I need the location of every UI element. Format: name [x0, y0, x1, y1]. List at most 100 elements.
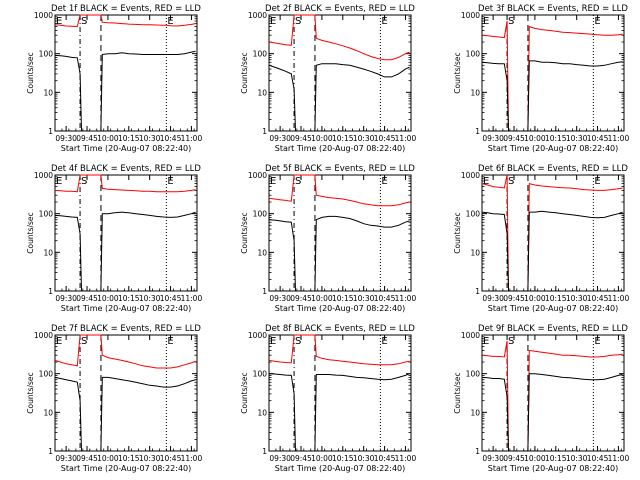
marker-label: E [594, 176, 600, 187]
x-tick-label: 09:30 [55, 454, 77, 463]
x-tick-label: 11:00 [181, 294, 203, 303]
x-tick-label: 09:45 [290, 134, 312, 143]
y-axis-label: Counts/sec [26, 372, 35, 413]
y-tick-label: 100 [466, 370, 481, 379]
marker-label: S [81, 176, 87, 187]
marker-label: E [381, 336, 387, 347]
x-tick-label: 11:00 [395, 294, 417, 303]
plot-frame [54, 334, 198, 452]
y-tick-label: 1000 [461, 11, 480, 20]
chart-panel-2: Det 2f BLACK = Events, RED = LLD 1 10 100 10… [240, 4, 416, 153]
x-tick-label: 10:00 [97, 454, 119, 463]
lld-series-line [481, 174, 623, 292]
marker-label: E [56, 176, 62, 187]
x-tick-label: 10:45 [374, 454, 396, 463]
marker-label: E [167, 336, 173, 347]
y-tick-label: 1000 [461, 171, 480, 180]
x-tick-label: 10:45 [160, 134, 182, 143]
x-tick-label: 10:30 [566, 134, 588, 143]
x-axis-label: Start Time (20-Aug-07 08:22:40) [61, 304, 192, 313]
plot-frame [481, 14, 625, 132]
y-axis-label: Counts/sec [240, 212, 249, 253]
y-tick-label: 10 [470, 408, 480, 417]
y-tick-label: 10 [43, 408, 53, 417]
x-axis-label: Start Time (20-Aug-07 08:22:40) [61, 464, 192, 473]
chart-panel-4: Det 4f BLACK = Events, RED = LLD 1 10 100 10… [26, 164, 202, 313]
plot-frame [268, 174, 412, 292]
marker-label: E [167, 176, 173, 187]
marker-label: E [381, 176, 387, 187]
chart-title: Det 4f BLACK = Events, RED = LLD [51, 164, 201, 174]
x-tick-label: 09:45 [290, 294, 312, 303]
x-tick-label: 10:30 [353, 134, 375, 143]
y-tick-label: 1 [48, 287, 53, 296]
marker-label: S [81, 336, 87, 347]
x-tick-label: 09:45 [503, 294, 525, 303]
y-tick-label: 1000 [248, 11, 267, 20]
lld-series-line [54, 174, 196, 193]
marker-label: E [270, 16, 276, 27]
marker-label: E [381, 16, 387, 27]
marker-label: E [594, 16, 600, 27]
events-series-line [481, 60, 623, 132]
y-tick-label: 1 [475, 127, 480, 136]
x-tick-label: 11:00 [608, 134, 630, 143]
marker-label: E [594, 336, 600, 347]
chart-title: Det 7f BLACK = Events, RED = LLD [51, 324, 201, 334]
x-axis-label: Start Time (20-Aug-07 08:22:40) [275, 464, 406, 473]
x-tick-label: 10:00 [97, 134, 119, 143]
x-axis-label: Start Time (20-Aug-07 08:22:40) [275, 304, 406, 313]
chart-title: Det 5f BLACK = Events, RED = LLD [265, 164, 415, 174]
marker-label: E [483, 176, 489, 187]
chart-title: Det 6f BLACK = Events, RED = LLD [478, 164, 628, 174]
events-series-line [54, 376, 196, 452]
marker-label: S [508, 176, 514, 187]
plot-frame [481, 174, 625, 292]
events-series-line [54, 211, 196, 292]
x-tick-label: 10:15 [545, 294, 567, 303]
y-tick-label: 1000 [248, 331, 267, 340]
chart-title: Det 2f BLACK = Events, RED = LLD [265, 4, 415, 14]
x-tick-label: 10:30 [566, 454, 588, 463]
x-tick-label: 11:00 [395, 454, 417, 463]
lld-series-line [54, 334, 196, 369]
x-axis-label: Start Time (20-Aug-07 08:22:40) [488, 144, 619, 153]
x-tick-label: 10:15 [332, 134, 354, 143]
y-axis-label: Counts/sec [453, 212, 462, 253]
y-tick-label: 100 [39, 50, 54, 59]
events-series-line [481, 373, 623, 452]
chart-panel-8: Det 8f BLACK = Events, RED = LLD 1 10 100 10… [240, 324, 416, 473]
x-axis-label: Start Time (20-Aug-07 08:22:40) [488, 304, 619, 313]
events-series-line [268, 63, 410, 132]
y-axis-label: Counts/sec [240, 372, 249, 413]
marker-label: S [508, 336, 514, 347]
y-tick-label: 100 [466, 50, 481, 59]
plot-frame [54, 14, 198, 132]
y-tick-label: 1 [262, 127, 267, 136]
y-tick-label: 1 [262, 287, 267, 296]
marker-label: E [167, 16, 173, 27]
chart-title: Det 9f BLACK = Events, RED = LLD [478, 324, 628, 334]
marker-label: E [56, 336, 62, 347]
plot-frame [481, 334, 625, 452]
y-tick-label: 1 [48, 127, 53, 136]
y-tick-label: 100 [253, 50, 268, 59]
marker-label: S [295, 176, 301, 187]
y-tick-label: 1 [475, 447, 480, 456]
y-tick-label: 1 [475, 287, 480, 296]
lld-series-line [54, 14, 196, 28]
x-axis-label: Start Time (20-Aug-07 08:22:40) [275, 144, 406, 153]
chart-panel-9: Det 9f BLACK = Events, RED = LLD 1 10 100 10… [453, 324, 629, 473]
x-tick-label: 11:00 [395, 134, 417, 143]
events-series-line [481, 210, 623, 292]
x-tick-label: 10:00 [524, 134, 546, 143]
x-tick-label: 10:45 [587, 454, 609, 463]
x-tick-label: 10:15 [118, 454, 140, 463]
marker-label: E [483, 336, 489, 347]
marker-label: E [270, 336, 276, 347]
y-tick-label: 10 [257, 408, 267, 417]
y-tick-label: 1000 [34, 331, 53, 340]
y-axis-label: Counts/sec [26, 212, 35, 253]
y-tick-label: 10 [257, 248, 267, 257]
